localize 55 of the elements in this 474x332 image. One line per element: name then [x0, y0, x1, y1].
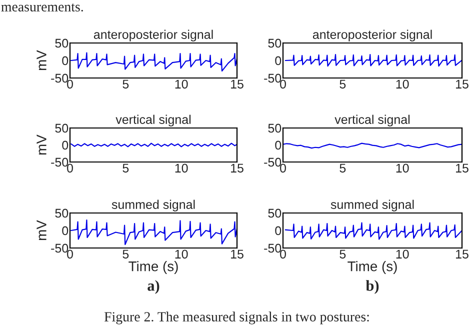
- y-tick-label: 0: [275, 226, 282, 236]
- x-tick-label: 5: [340, 164, 346, 173]
- chart-title: anteroposterior signal: [312, 30, 432, 42]
- x-tick-label: 5: [122, 164, 129, 173]
- x-axis-title: Time (s): [128, 261, 178, 274]
- y-tick-label: 0: [62, 226, 68, 236]
- line-series: [70, 52, 237, 72]
- y-tick-label: 0: [275, 56, 282, 66]
- x-tick-label: 15: [231, 250, 244, 259]
- x-tick-label: 15: [231, 80, 244, 89]
- x-tick-label: 10: [396, 164, 409, 173]
- x-tick-label: 5: [122, 250, 129, 259]
- chart-title: anteroposterior signal: [94, 30, 213, 42]
- y-tick-label: -50: [264, 74, 282, 83]
- x-tick-label: 5: [340, 80, 346, 89]
- line-series: [284, 222, 462, 240]
- y-tick-label: 50: [268, 38, 282, 48]
- y-tick-label: -50: [264, 158, 282, 167]
- x-tick-label: 10: [396, 80, 409, 89]
- x-tick-label: 10: [175, 250, 188, 259]
- y-axis-title: mV: [36, 134, 46, 154]
- x-tick-label: 10: [396, 250, 409, 259]
- chart-title: summed signal: [330, 200, 414, 212]
- x-tick-label: 10: [175, 164, 188, 173]
- y-tick-label: 50: [268, 208, 282, 218]
- x-tick-label: 5: [340, 250, 346, 259]
- x-tick-label: 15: [456, 250, 468, 259]
- x-tick-label: 15: [456, 164, 468, 173]
- chart-title: vertical signal: [116, 114, 191, 126]
- line-series: [284, 54, 462, 67]
- y-tick-label: 0: [275, 140, 282, 150]
- y-tick-label: 50: [55, 208, 68, 218]
- x-tick-label: 5: [122, 80, 129, 89]
- y-tick-label: -50: [51, 244, 68, 253]
- y-tick-label: -50: [51, 158, 68, 167]
- x-tick-label: 15: [456, 80, 468, 89]
- line-series: [70, 219, 237, 246]
- text: b): [366, 280, 379, 294]
- y-axis-title: mV: [36, 50, 46, 70]
- y-tick-label: -50: [264, 244, 282, 253]
- y-tick-label: 50: [268, 124, 282, 133]
- text: measurements.: [1, 4, 83, 12]
- y-tick-label: 0: [62, 56, 68, 66]
- chart-title: vertical signal: [334, 114, 410, 126]
- y-axis-title: mV: [36, 220, 46, 240]
- x-axis-title: Time (s): [348, 261, 397, 274]
- caption: Figure 2. The measured signals in two postures:: [104, 312, 369, 324]
- y-tick-label: 50: [55, 124, 68, 133]
- y-tick-label: 50: [55, 38, 68, 48]
- chart-title: summed signal: [112, 200, 195, 212]
- text: a): [148, 280, 160, 294]
- x-tick-label: 10: [175, 80, 188, 89]
- x-tick-label: 15: [231, 164, 244, 173]
- y-tick-label: 0: [62, 140, 68, 150]
- y-tick-label: -50: [51, 74, 68, 83]
